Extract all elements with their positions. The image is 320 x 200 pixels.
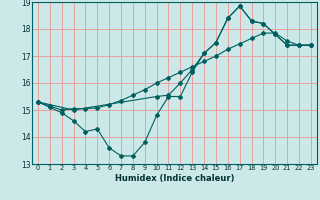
X-axis label: Humidex (Indice chaleur): Humidex (Indice chaleur) xyxy=(115,174,234,183)
